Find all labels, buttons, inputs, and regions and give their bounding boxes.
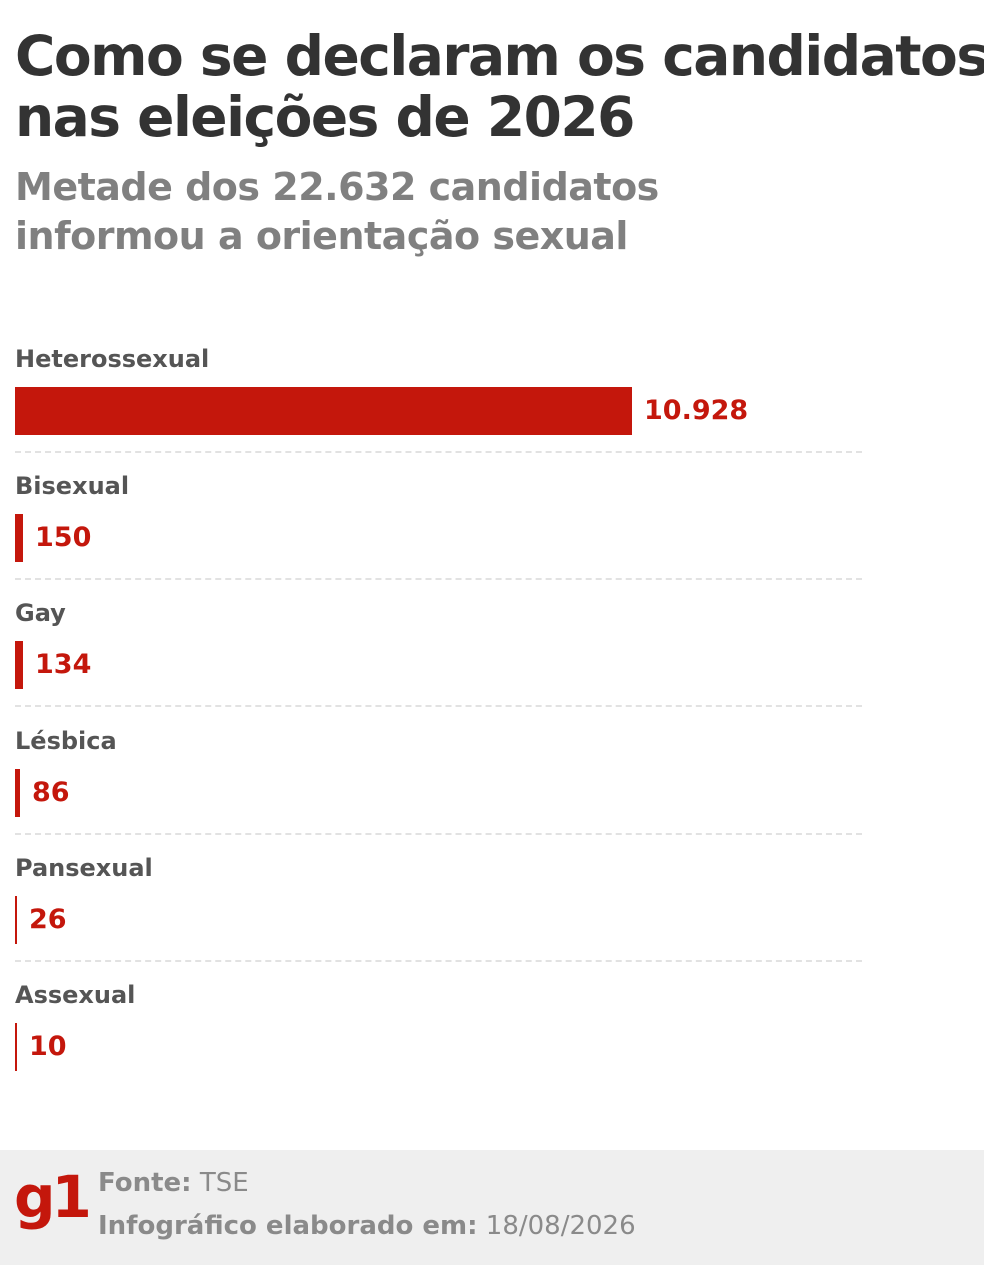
value-label: 134 — [35, 649, 92, 681]
category-label: Bisexual — [15, 472, 130, 501]
value-label: 150 — [35, 522, 92, 554]
subtitle-line-1: Metade dos 22.632 candidatos — [15, 165, 659, 209]
bar — [15, 514, 23, 563]
value-label: 26 — [29, 903, 67, 935]
value-label: 10 — [29, 1031, 67, 1062]
subtitle-line-2: informou a orientação sexual — [15, 214, 628, 258]
row-separator — [15, 959, 862, 962]
value-label: 10.928 — [644, 395, 749, 426]
date-label: Infográfico elaborado em: — [98, 1211, 478, 1241]
date-line: Infográfico elaborado em: 18/08/2026 — [98, 1210, 636, 1242]
title-line-2: nas eleições de 2026 — [15, 85, 635, 149]
category-label: Pansexual — [15, 853, 153, 882]
category-label: Gay — [15, 599, 66, 628]
row-separator — [15, 578, 862, 581]
source-value: TSE — [199, 1168, 249, 1198]
g1-logo: g1 — [14, 1163, 92, 1231]
date-value: 18/08/2026 — [485, 1211, 636, 1241]
source-line: Fonte: TSE — [98, 1167, 249, 1199]
row-separator — [15, 705, 862, 708]
bar — [15, 387, 632, 435]
row-separator — [15, 832, 862, 835]
category-label: Heterossexual — [15, 345, 210, 373]
category-label: Lésbica — [15, 726, 117, 755]
value-label: 86 — [32, 776, 70, 808]
row-separator — [15, 451, 862, 453]
source-label: Fonte: — [98, 1168, 192, 1198]
title-line-1: Como se declaram os candidatos — [15, 24, 984, 88]
category-label: Assexual — [15, 981, 136, 1009]
bar — [15, 641, 23, 690]
bar-chart: Heterossexual 10.928 Bisexual 150 Gay 134 Lésb… — [15, 345, 862, 1071]
page-subtitle: Metade dos 22.632 candidatos informou a o… — [15, 163, 659, 261]
page-title: Como se declaram os candidatos nas eleiçõ… — [15, 26, 984, 149]
bar — [15, 895, 17, 944]
bar — [15, 1023, 17, 1071]
bar — [15, 768, 20, 817]
footer: g1 Fonte: TSE Infográfico elaborado em: … — [0, 1150, 984, 1265]
